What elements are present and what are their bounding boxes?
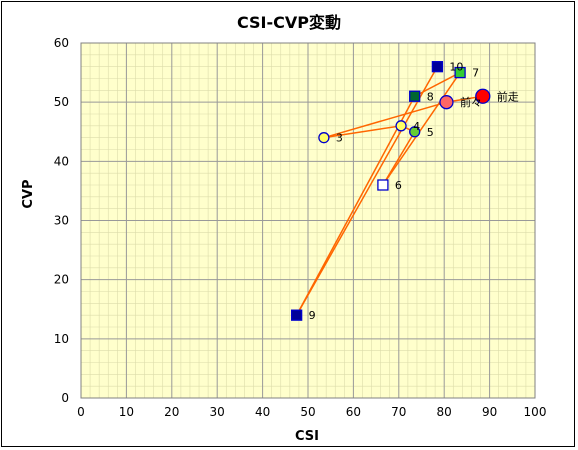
connection-lines	[295, 66, 483, 316]
x-axis-title: CSI	[295, 429, 319, 444]
data-point-7	[454, 66, 466, 79]
y-tick-label: 20	[54, 273, 69, 287]
data-point-3	[318, 132, 330, 144]
y-tick-label: 40	[54, 154, 69, 168]
connection-line	[382, 72, 461, 186]
x-tick-label: 90	[482, 405, 497, 419]
x-tick-label: 10	[119, 405, 134, 419]
y-tick-label: 0	[61, 391, 69, 405]
data-point-6	[377, 179, 389, 191]
x-tick-label: 40	[255, 405, 270, 419]
x-tick-label: 100	[524, 405, 547, 419]
x-tick-label: 50	[300, 405, 315, 419]
y-tick-label: 30	[54, 214, 69, 228]
point-label: 7	[472, 67, 479, 80]
y-axis-ticks: 0 10 20 30 40 50 60	[54, 36, 69, 405]
data-point-4	[395, 120, 407, 132]
connection-line	[295, 95, 416, 316]
point-label: 5	[427, 126, 434, 139]
point-label: 前々	[460, 95, 482, 109]
point-label: 4	[413, 120, 420, 133]
x-tick-label: 30	[210, 405, 225, 419]
point-label: 前走	[497, 89, 519, 103]
chart-title: CSI-CVP変動	[237, 13, 341, 32]
point-label: 3	[336, 132, 343, 145]
y-axis-title: CVP	[21, 179, 36, 208]
plot-border	[80, 42, 536, 399]
x-axis-ticks: 0 10 20 30 40 50 60 70 80 90 100	[77, 405, 546, 419]
point-label: 10	[449, 61, 463, 74]
connection-line	[323, 101, 447, 139]
data-point-8	[409, 90, 421, 102]
connection-line	[295, 66, 439, 316]
x-tick-label: 60	[346, 405, 361, 419]
y-tick-label: 60	[54, 36, 69, 50]
x-tick-label: 70	[391, 405, 406, 419]
data-point-1	[475, 88, 491, 104]
point-label: 6	[395, 179, 402, 192]
data-points	[290, 61, 491, 321]
point-label: 8	[427, 90, 434, 103]
data-point-5	[409, 126, 421, 138]
x-tick-label: 20	[164, 405, 179, 419]
data-point-10	[431, 61, 444, 73]
point-labels: 前走 前々 3 4 5 6 7 8 9 10	[309, 61, 519, 322]
point-label: 9	[309, 309, 316, 322]
connection-line	[323, 125, 402, 139]
y-tick-label: 10	[54, 332, 69, 346]
x-tick-label: 80	[437, 405, 452, 419]
y-tick-label: 50	[54, 95, 69, 109]
data-point-2	[439, 95, 454, 110]
data-point-9	[290, 309, 303, 321]
x-tick-label: 0	[77, 405, 85, 419]
